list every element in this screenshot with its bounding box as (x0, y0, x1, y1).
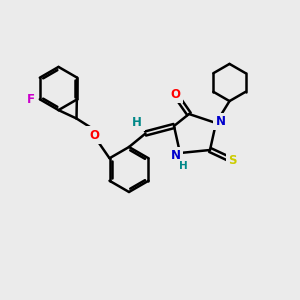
Text: H: H (178, 160, 188, 171)
Text: N: N (215, 115, 226, 128)
Text: H: H (132, 116, 142, 129)
Text: S: S (228, 154, 237, 167)
Text: F: F (27, 93, 35, 106)
Text: O: O (89, 129, 99, 142)
Text: O: O (170, 88, 181, 101)
Text: N: N (170, 149, 181, 163)
